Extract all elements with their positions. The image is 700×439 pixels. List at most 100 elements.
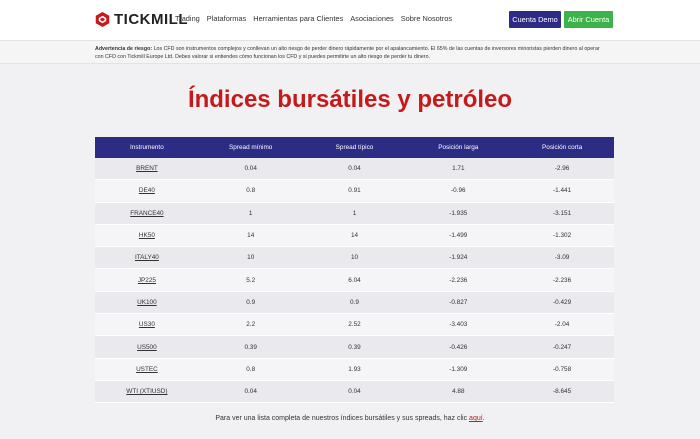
table-cell: 0.04	[199, 388, 303, 395]
table-cell: -0.758	[510, 366, 614, 373]
table-cell: -0.429	[510, 299, 614, 306]
instrument-name[interactable]: UK100	[137, 298, 157, 306]
nav-item-plataformas[interactable]: Plataformas	[206, 14, 247, 23]
cell-value: -1.935	[449, 209, 468, 217]
table-cell: 14	[303, 232, 407, 239]
table-cell: 0.39	[303, 344, 407, 351]
table-cell: 5.2	[199, 277, 303, 284]
cell-value: -0.758	[553, 365, 572, 373]
risk-warning-text: Los CFD son instrumentos complejos y con…	[95, 46, 600, 60]
cell-value: 1	[352, 209, 357, 217]
table-cell: 0.9	[199, 299, 303, 306]
table-cell: -2.236	[406, 277, 510, 284]
table-cell: -1.924	[406, 254, 510, 261]
nav-item-trading[interactable]: Trading	[175, 14, 200, 23]
header-spread-tipico: Spread típico	[335, 144, 374, 151]
cell-value: 1	[248, 209, 253, 217]
instrument-link[interactable]: FRANCE40	[95, 210, 199, 217]
instrument-name[interactable]: BRENT	[136, 165, 158, 173]
cell-value: -2.96	[554, 165, 570, 173]
table-cell: -0.247	[510, 344, 614, 351]
table-cell: -2.236	[510, 277, 614, 284]
table-cell: 0.9	[303, 299, 407, 306]
table-row: DE40 0.8 0.91 -0.96 -1.441	[95, 180, 614, 203]
nav-item-asociaciones[interactable]: Asociaciones	[350, 14, 394, 23]
nav-item-herramientas[interactable]: Herramientas para Clientes	[253, 14, 344, 23]
cell-value: 1.71	[452, 165, 465, 173]
instrument-name[interactable]: US500	[137, 343, 157, 351]
instrument-name[interactable]: FRANCE40	[130, 209, 164, 217]
cell-value: -2.236	[553, 276, 572, 284]
table-cell: 0.04	[303, 165, 407, 172]
instrument-link[interactable]: HK50	[95, 232, 199, 239]
table-row: HK50 14 14 -1.499 -1.302	[95, 224, 614, 248]
footnote-link[interactable]: aquí	[469, 415, 483, 422]
cell-value: 4.88	[452, 388, 465, 396]
instrument-name[interactable]: USTEC	[136, 365, 158, 373]
table-cell: -2.96	[510, 165, 614, 172]
open-account-button[interactable]: Abrir Cuenta	[564, 11, 613, 28]
instrument-name[interactable]: WTI (XTIUSD)	[126, 388, 168, 396]
header-posicion-corta: Posición corta	[542, 144, 583, 151]
instrument-link[interactable]: US30	[95, 321, 199, 328]
instrument-name[interactable]: JP225	[137, 276, 156, 284]
instrument-name[interactable]: DE40	[138, 187, 155, 195]
table-header: Instrumento Spread mínimo Spread típico …	[95, 137, 614, 158]
table-row: JP225 5.2 6.04 -2.236 -2.236	[95, 269, 614, 292]
instrument-name[interactable]: HK50	[138, 232, 155, 240]
table-cell: 6.04	[303, 277, 407, 284]
table-cell: 0.8	[199, 366, 303, 373]
table-cell: 1	[303, 210, 407, 217]
cell-value: -1.441	[553, 187, 572, 195]
header: TICKMILL Trading Plataformas Herramienta…	[0, 0, 700, 40]
instrument-name[interactable]: US30	[138, 321, 155, 329]
table-cell: -1.302	[510, 232, 614, 239]
table-cell: -3.09	[510, 254, 614, 261]
cell-value: 14	[247, 232, 255, 240]
nav-item-sobre-nosotros[interactable]: Sobre Nosotros	[400, 14, 453, 23]
instrument-link[interactable]: ITALY40	[95, 254, 199, 261]
risk-warning: Advertencia de riesgo: Los CFD son instr…	[0, 40, 700, 64]
instrument-link[interactable]: DE40	[95, 187, 199, 194]
instrument-link[interactable]: USTEC	[95, 366, 199, 373]
table-cell: 0.04	[303, 388, 407, 395]
footnote-end: .	[482, 415, 485, 422]
table-row: UK100 0.9 0.9 -0.827 -0.429	[95, 291, 614, 315]
table-cell: -0.426	[406, 344, 510, 351]
cell-value: 0.9	[246, 298, 256, 306]
cell-value: -1.924	[449, 254, 468, 262]
instrument-link[interactable]: WTI (XTIUSD)	[95, 388, 199, 395]
cell-value: 14	[350, 232, 359, 240]
cell-value: 0.04	[244, 388, 257, 396]
instrument-name[interactable]: ITALY40	[134, 254, 159, 262]
table-cell: -3.403	[406, 321, 510, 328]
table-cell: 10	[303, 254, 407, 261]
tickmill-logo-icon	[95, 12, 110, 27]
cell-value: -0.827	[449, 298, 468, 306]
cell-value: 0.9	[350, 298, 359, 306]
cell-value: 0.91	[348, 187, 361, 195]
table-cell: 1	[199, 210, 303, 217]
instruments-table: Instrumento Spread mínimo Spread típico …	[95, 137, 614, 404]
table-cell: 0.04	[199, 165, 303, 172]
instrument-link[interactable]: US500	[95, 344, 199, 351]
cell-value: 0.8	[246, 187, 256, 195]
instrument-link[interactable]: JP225	[95, 277, 199, 284]
cell-value: -1.309	[449, 365, 468, 373]
cell-value: 0.04	[348, 388, 361, 396]
table-row: WTI (XTIUSD) 0.04 0.04 4.88 -8.645	[95, 380, 614, 404]
logo-text: TICKMILL	[114, 11, 188, 28]
instrument-link[interactable]: BRENT	[95, 165, 199, 172]
cell-value: 0.8	[246, 365, 256, 373]
logo[interactable]: TICKMILL	[95, 11, 188, 28]
demo-account-button[interactable]: Cuenta Demo	[509, 11, 561, 28]
header-instrumento: Instrumento	[130, 144, 164, 151]
table-body: BRENT 0.04 0.04 1.71 -2.96 DE40 0.8 0.91 -0.96 -1…	[95, 158, 614, 404]
cell-value: -3.151	[553, 209, 572, 217]
table-cell: 2.52	[303, 321, 407, 328]
table-cell: -1.935	[406, 210, 510, 217]
instrument-link[interactable]: UK100	[95, 299, 199, 306]
table-cell: 2.2	[199, 321, 303, 328]
cell-value: 10	[350, 254, 359, 262]
